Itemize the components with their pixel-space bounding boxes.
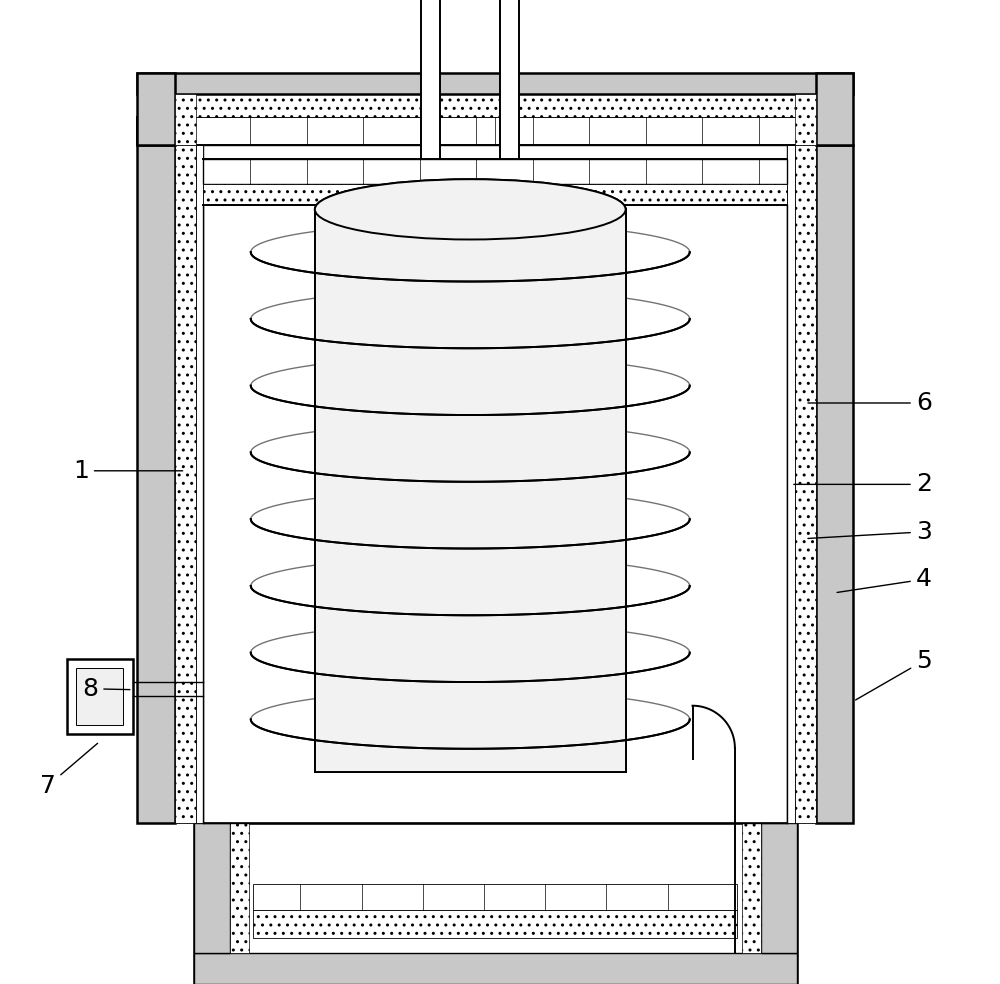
Bar xyxy=(421,0,440,159)
Bar xyxy=(253,884,737,910)
Text: 5: 5 xyxy=(856,648,932,700)
Bar xyxy=(203,159,787,184)
Bar xyxy=(230,824,249,953)
Text: 6: 6 xyxy=(808,391,932,415)
Text: 10: 10 xyxy=(0,983,1,984)
Bar xyxy=(253,910,737,939)
Bar xyxy=(137,73,853,93)
Bar xyxy=(816,146,853,824)
Bar xyxy=(175,93,196,146)
Text: 2: 2 xyxy=(794,472,932,496)
Bar xyxy=(137,117,853,146)
Bar xyxy=(761,824,797,953)
Bar xyxy=(795,93,816,146)
Text: 1: 1 xyxy=(73,459,183,483)
Bar xyxy=(194,953,797,984)
Bar xyxy=(76,668,123,724)
Bar xyxy=(203,184,787,205)
Bar xyxy=(315,210,626,771)
Text: 9: 9 xyxy=(0,983,1,984)
Bar xyxy=(137,73,175,146)
Bar xyxy=(196,146,203,824)
Bar xyxy=(742,824,761,953)
Bar xyxy=(787,146,795,824)
Bar xyxy=(500,0,519,159)
Bar xyxy=(194,824,230,953)
Bar xyxy=(175,146,196,824)
Bar xyxy=(194,824,797,984)
Text: 7: 7 xyxy=(40,743,98,798)
Text: 8: 8 xyxy=(82,677,130,701)
Bar xyxy=(203,146,787,824)
Bar xyxy=(137,146,175,824)
Text: 3: 3 xyxy=(808,520,932,544)
Ellipse shape xyxy=(315,179,626,239)
Bar xyxy=(795,146,816,824)
Bar xyxy=(67,658,133,734)
Text: 4: 4 xyxy=(837,568,932,592)
Bar xyxy=(137,93,853,117)
Bar xyxy=(315,210,626,771)
Bar xyxy=(816,73,853,146)
Ellipse shape xyxy=(315,179,626,239)
